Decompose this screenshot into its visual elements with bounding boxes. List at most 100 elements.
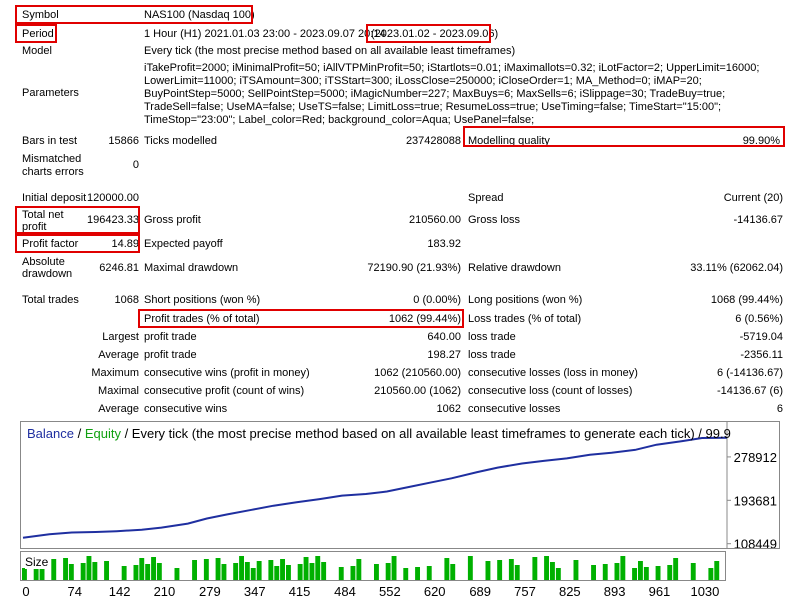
rel-dd-label: Relative drawdown xyxy=(468,262,561,274)
profit-factor-highlight-box xyxy=(15,234,140,253)
size-bar xyxy=(485,561,491,580)
size-bar xyxy=(203,559,209,580)
largest-loss-value: -5719.04 xyxy=(739,331,783,343)
size-bar xyxy=(550,562,555,580)
size-bar xyxy=(591,565,596,580)
average-profit-value: 198.27 xyxy=(427,349,461,361)
short-positions-value: 0 (0.00%) xyxy=(413,294,461,306)
profit-trades-label: Profit trades (% of total) xyxy=(144,313,260,325)
size-bar xyxy=(667,565,673,580)
ticks-label: Ticks modelled xyxy=(144,135,217,147)
short-positions-label: Short positions (won %) xyxy=(144,294,261,306)
profit-trades-value: 1062 (99.44%) xyxy=(388,313,461,325)
max-dd-label: Maximal drawdown xyxy=(144,262,239,274)
size-bar xyxy=(391,556,397,580)
size-bar xyxy=(256,561,262,580)
legend-separator: / xyxy=(73,426,85,441)
size-bar xyxy=(614,563,620,580)
avg-consec-wins-value: 1062 xyxy=(436,403,461,415)
parameters-value: iTakeProfit=2000; iMinimalProfit=50; iAl… xyxy=(144,62,760,126)
size-bar xyxy=(250,568,256,580)
size-bar xyxy=(450,564,456,580)
size-bar xyxy=(39,560,45,580)
x-tick-label: 1030 xyxy=(690,584,720,599)
largest-loss-label: loss trade xyxy=(468,331,516,343)
largest-profit-value: 640.00 xyxy=(427,331,461,343)
expected-payoff-label: Expected payoff xyxy=(144,238,223,250)
period-label-highlight-box xyxy=(15,24,57,43)
spread-value: Current (20) xyxy=(723,192,783,204)
long-positions-label: Long positions (won %) xyxy=(468,294,583,306)
size-bar xyxy=(497,560,503,580)
gross-loss-label: Gross loss xyxy=(468,214,520,226)
size-bar xyxy=(374,564,379,580)
legend-description: / Every tick (the most precise method ba… xyxy=(120,426,731,441)
size-bar xyxy=(508,559,514,580)
x-tick-label: 893 xyxy=(603,584,626,599)
size-bar xyxy=(274,566,280,580)
size-bar xyxy=(286,565,291,580)
symbol-value: NAS100 (Nasdaq 100) xyxy=(144,9,255,21)
size-bar xyxy=(174,568,180,580)
average-loss-label: loss trade xyxy=(468,349,516,361)
max-consec-wins-label: consecutive wins (profit in money) xyxy=(144,367,310,379)
size-bar xyxy=(690,563,696,580)
x-tick-label: 689 xyxy=(469,584,492,599)
size-bar xyxy=(133,565,139,580)
total-trades-label: Total trades xyxy=(22,294,79,306)
size-bar xyxy=(221,564,227,580)
size-bar xyxy=(63,558,68,580)
size-bar xyxy=(620,556,626,580)
series-line-balance xyxy=(22,436,728,539)
size-bar xyxy=(86,556,92,580)
legend-equity: Equity xyxy=(84,426,121,441)
net-profit-label-2: profit xyxy=(22,221,47,233)
quality-highlight-box xyxy=(463,126,785,147)
expected-payoff-value: 183.92 xyxy=(427,238,461,250)
total-trades-value: 1068 xyxy=(114,294,139,306)
x-tick-label: 484 xyxy=(334,584,356,599)
mismatched-label-2: charts errors xyxy=(22,166,84,178)
period-range-highlight-box xyxy=(366,24,491,43)
mismatched-value: 0 xyxy=(132,159,139,171)
size-bar xyxy=(385,563,391,580)
x-tick-label: 279 xyxy=(199,584,221,599)
size-bar xyxy=(145,564,151,580)
gross-profit-value: 210560.00 xyxy=(409,214,461,226)
size-bar xyxy=(426,566,432,580)
net-profit-label-1: Total net xyxy=(22,209,64,221)
long-positions-value: 1068 (99.44%) xyxy=(710,294,783,306)
size-bar xyxy=(714,561,720,580)
size-bar xyxy=(121,566,127,580)
quality-label: Modelling quality xyxy=(468,135,550,147)
model-value: Every tick (the most precise method base… xyxy=(144,45,516,57)
size-bar xyxy=(643,567,649,580)
balance-chart: Balance / Equity / Every tick (the most … xyxy=(20,421,780,549)
period-range: (2023.01.02 - 2023.09.06) xyxy=(371,28,499,40)
size-bar xyxy=(544,556,549,580)
size-bar xyxy=(280,559,285,580)
balance-chart-svg: 278912 193681 108449 xyxy=(22,422,777,548)
size-bar xyxy=(22,568,27,580)
size-bar xyxy=(444,558,450,580)
size-bar xyxy=(192,560,197,580)
size-bar xyxy=(467,556,473,580)
size-bar xyxy=(415,567,420,580)
chart-legend: Balance / Equity / Every tick (the most … xyxy=(27,426,731,441)
y-tick-label: 278912 xyxy=(734,450,777,465)
size-bar xyxy=(297,564,303,580)
size-bar xyxy=(233,563,239,580)
size-bar xyxy=(151,557,156,580)
y-tick-label: 193681 xyxy=(734,493,777,508)
size-bar xyxy=(33,567,39,580)
loss-trades-value: 6 (0.56%) xyxy=(735,313,783,325)
size-bar xyxy=(239,556,244,580)
size-bar xyxy=(309,563,315,580)
size-chart-svg xyxy=(22,556,720,580)
average-profit-label: profit trade xyxy=(144,349,197,361)
ticks-value: 237428088 xyxy=(405,135,461,147)
size-bar xyxy=(356,559,362,580)
mismatched-label-1: Mismatched xyxy=(22,153,82,165)
size-bar xyxy=(215,558,221,580)
size-bar xyxy=(338,567,344,580)
